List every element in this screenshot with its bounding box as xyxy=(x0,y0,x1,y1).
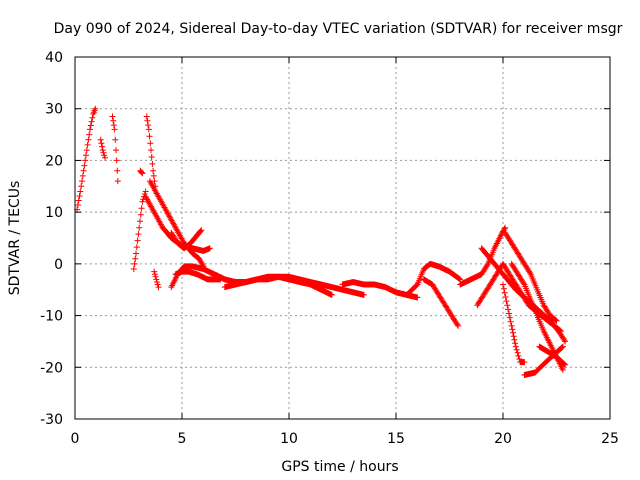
x-tick-label: 0 xyxy=(71,431,80,447)
y-tick-label: 20 xyxy=(45,153,63,169)
series-arc-7 xyxy=(151,268,162,291)
data-point-markers xyxy=(143,113,159,190)
series-arc-14 xyxy=(221,273,335,298)
data-point-markers xyxy=(97,136,108,161)
data-point-markers xyxy=(130,188,149,272)
data-point-markers xyxy=(146,178,207,270)
data-point-markers xyxy=(536,343,569,368)
chart-title: Day 090 of 2024, Sidereal Day-to-day VTE… xyxy=(54,21,623,37)
x-tick-label: 10 xyxy=(280,431,298,447)
x-tick-label: 15 xyxy=(387,431,405,447)
plot-frame xyxy=(74,56,611,420)
data-point-markers xyxy=(137,167,146,177)
data-point-markers xyxy=(109,113,121,185)
data-point-markers xyxy=(168,227,205,252)
data-point-markers xyxy=(500,281,528,366)
data-points xyxy=(74,105,569,378)
grid xyxy=(75,57,610,419)
x-tick-label: 25 xyxy=(601,431,619,447)
series-arc-3 xyxy=(109,113,121,185)
series-arc-19 xyxy=(502,229,560,324)
data-point-markers xyxy=(457,224,509,288)
data-point-markers xyxy=(403,260,464,298)
y-tick-label: -10 xyxy=(40,309,63,325)
y-tick-label: 40 xyxy=(45,50,63,66)
data-point-markers xyxy=(151,268,162,291)
x-tick-label: 20 xyxy=(494,431,512,447)
data-point-markers xyxy=(172,268,224,283)
data-point-markers xyxy=(420,276,462,329)
series-arc-2 xyxy=(97,136,108,161)
series-arc-12 xyxy=(172,268,224,283)
series-arc-18 xyxy=(457,224,509,288)
series-arc-4 xyxy=(130,188,149,272)
y-axis-label: SDTVAR / TECUs xyxy=(7,181,23,296)
data-point-markers xyxy=(74,105,99,213)
y-tick-label: -20 xyxy=(40,360,63,376)
series-arc-22 xyxy=(500,281,528,366)
series-arc-6 xyxy=(143,113,159,190)
axis-ticks: 0 5 10 15 20 25 -30 -20 -10 0 10 20 30 40 xyxy=(40,50,619,447)
series-arc-10 xyxy=(168,227,205,252)
y-tick-label: -30 xyxy=(40,412,63,428)
series-arc-1 xyxy=(74,105,99,213)
y-tick-label: 10 xyxy=(45,205,63,221)
data-point-markers xyxy=(221,273,335,298)
series-arc-25 xyxy=(536,343,569,368)
x-axis-label: GPS time / hours xyxy=(281,459,398,475)
series-arc-5 xyxy=(137,167,146,177)
data-point-markers xyxy=(502,229,560,324)
y-tick-label: 0 xyxy=(54,257,63,273)
y-tick-label: 30 xyxy=(45,102,63,118)
series-arc-17 xyxy=(420,276,462,329)
x-tick-label: 5 xyxy=(178,431,187,447)
series-arc-16 xyxy=(403,260,464,298)
series-arc-8 xyxy=(146,178,207,270)
